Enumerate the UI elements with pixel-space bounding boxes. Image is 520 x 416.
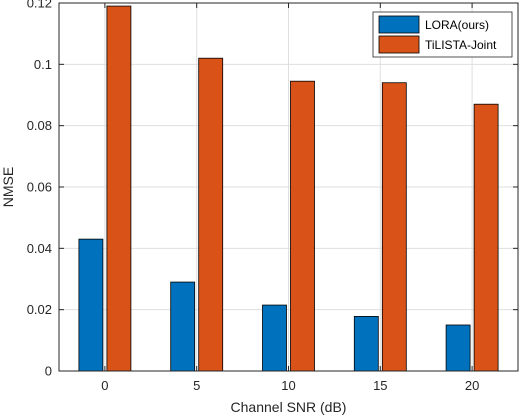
grid-lines xyxy=(59,3,518,371)
x-tick-label: 5 xyxy=(193,378,200,393)
bar-lora-snr-5 xyxy=(170,281,196,372)
legend-swatch-tilista xyxy=(378,35,420,54)
bar-lora-snr-10 xyxy=(262,304,287,372)
bar-lora-snr-0 xyxy=(78,238,104,372)
bar-tilista-snr-0 xyxy=(106,5,132,372)
legend-label-lora: LORA(ours) xyxy=(425,18,489,32)
bar-tilista-snr-10 xyxy=(290,80,315,372)
y-axis-ticks: 0 0.02 0.04 0.06 0.08 0.1 0.12 xyxy=(27,0,518,379)
x-tick-label: 0 xyxy=(101,378,108,393)
x-axis-ticks: 0 5 10 15 20 xyxy=(101,3,479,393)
x-tick-label: 10 xyxy=(281,378,295,393)
y-tick-label: 0.08 xyxy=(27,118,52,133)
y-tick-label: 0.02 xyxy=(27,302,52,317)
bar-lora-snr-15 xyxy=(353,316,379,372)
legend-label-tilista: TiLISTA-Joint xyxy=(425,38,497,52)
y-tick-label: 0 xyxy=(45,364,52,379)
bar-tilista-snr-20 xyxy=(473,103,499,372)
y-axis-label: NMSE xyxy=(0,167,16,207)
x-axis-label: Channel SNR (dB) xyxy=(231,399,347,415)
x-tick-label: 15 xyxy=(373,378,387,393)
legend: LORA(ours) TiLISTA-Joint xyxy=(372,11,513,58)
y-tick-label: 0.1 xyxy=(34,57,52,72)
bar-tilista-snr-5 xyxy=(198,57,224,372)
legend-swatch-lora xyxy=(378,15,420,34)
x-tick-label: 20 xyxy=(465,378,479,393)
y-tick-label: 0.04 xyxy=(27,241,52,256)
bar-tilista-snr-15 xyxy=(381,82,407,372)
y-tick-label: 0.06 xyxy=(27,180,52,195)
y-tick-label: 0.12 xyxy=(27,0,52,11)
bars xyxy=(78,5,499,372)
bar-lora-snr-20 xyxy=(445,324,471,372)
